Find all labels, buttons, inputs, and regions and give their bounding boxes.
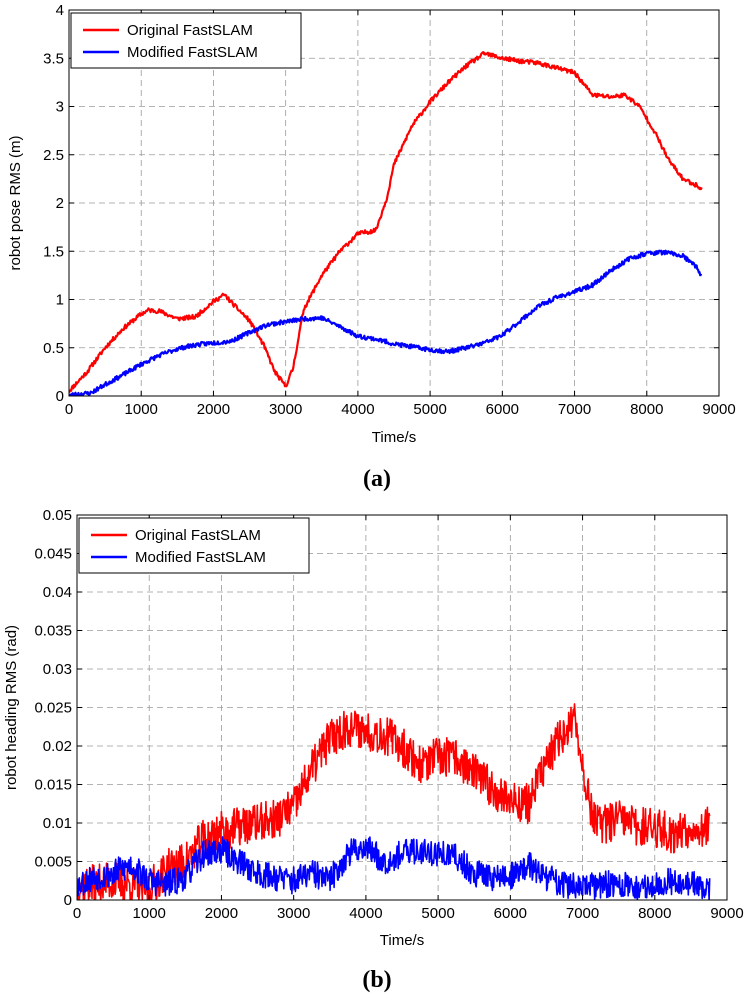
chart-b: 0 1000 2000 3000 4000 5000 6000 7000 8000 9000 0 0.… bbox=[3, 507, 744, 993]
y-tick-label: 1.5 bbox=[43, 243, 64, 260]
y-tick-label: 0 bbox=[56, 388, 64, 405]
x-tick-label: 7000 bbox=[566, 905, 599, 922]
legend-box bbox=[70, 12, 302, 69]
y-tick-label: 0.015 bbox=[34, 777, 72, 794]
x-tick-label: 2000 bbox=[205, 905, 238, 922]
x-tick-label: 1000 bbox=[125, 401, 158, 418]
y-tick-label: 3.5 bbox=[43, 50, 64, 67]
x-tick-label: 4000 bbox=[341, 401, 374, 418]
y-tick-label: 0.02 bbox=[43, 738, 72, 755]
x-tick-label: 4000 bbox=[349, 905, 382, 922]
x-tick-label: 6000 bbox=[494, 905, 527, 922]
y-tick-label: 0.03 bbox=[43, 661, 72, 678]
x-tick-label: 3000 bbox=[269, 401, 302, 418]
y-tick-label: 0.025 bbox=[34, 700, 72, 717]
y-tick-label: 0.01 bbox=[43, 815, 72, 832]
x-tick-label: 0 bbox=[65, 401, 73, 418]
y-tick-label: 0.035 bbox=[34, 623, 72, 640]
x-tick-label: 5000 bbox=[421, 905, 454, 922]
y-tick-label: 2 bbox=[56, 195, 64, 212]
subfigure-caption: (b) bbox=[362, 967, 391, 993]
series-line-original-fastslam bbox=[77, 703, 711, 900]
x-tick-label: 8000 bbox=[638, 905, 671, 922]
y-tick-label: 0 bbox=[64, 892, 72, 909]
legend-box bbox=[78, 517, 310, 574]
y-tick-label: 2.5 bbox=[43, 147, 64, 164]
y-axis-label: robot heading RMS (rad) bbox=[3, 625, 20, 790]
legend-label: Original FastSLAM bbox=[135, 527, 261, 544]
y-tick-label: 4 bbox=[56, 2, 64, 19]
y-tick-label: 1 bbox=[56, 292, 64, 309]
x-tick-label: 9000 bbox=[702, 401, 735, 418]
legend: Original FastSLAM Modified FastSLAM bbox=[70, 12, 302, 69]
legend-label: Modified FastSLAM bbox=[127, 44, 258, 61]
x-tick-label: 1000 bbox=[133, 905, 166, 922]
y-tick-label: 3 bbox=[56, 99, 64, 116]
x-axis-label: Time/s bbox=[380, 932, 424, 949]
subfigure-caption: (a) bbox=[363, 466, 391, 492]
y-tick-label: 0.5 bbox=[43, 340, 64, 357]
x-tick-label: 0 bbox=[73, 905, 81, 922]
y-tick-label: 0.05 bbox=[43, 507, 72, 524]
x-tick-label: 8000 bbox=[630, 401, 663, 418]
series-line-modified-fastslam bbox=[77, 836, 711, 900]
x-tick-label: 6000 bbox=[486, 401, 519, 418]
series-line-original-fastslam bbox=[69, 51, 703, 393]
y-tick-label: 0.04 bbox=[43, 584, 72, 601]
x-tick-label: 5000 bbox=[413, 401, 446, 418]
series-line-modified-fastslam bbox=[69, 249, 703, 396]
y-axis-label: robot pose RMS (m) bbox=[7, 135, 24, 270]
legend-label: Modified FastSLAM bbox=[135, 549, 266, 566]
y-tick-label: 0.045 bbox=[34, 546, 72, 563]
x-tick-label: 2000 bbox=[197, 401, 230, 418]
legend-label: Original FastSLAM bbox=[127, 22, 253, 39]
x-tick-label: 7000 bbox=[558, 401, 591, 418]
x-tick-label: 3000 bbox=[277, 905, 310, 922]
x-tick-label: 9000 bbox=[710, 905, 743, 922]
x-axis-label: Time/s bbox=[372, 429, 416, 446]
legend: Original FastSLAM Modified FastSLAM bbox=[78, 517, 310, 574]
y-tick-label: 0.005 bbox=[34, 854, 72, 871]
chart-a: 0 1000 2000 3000 4000 5000 6000 7000 8000 9000 0 0.… bbox=[7, 2, 736, 492]
